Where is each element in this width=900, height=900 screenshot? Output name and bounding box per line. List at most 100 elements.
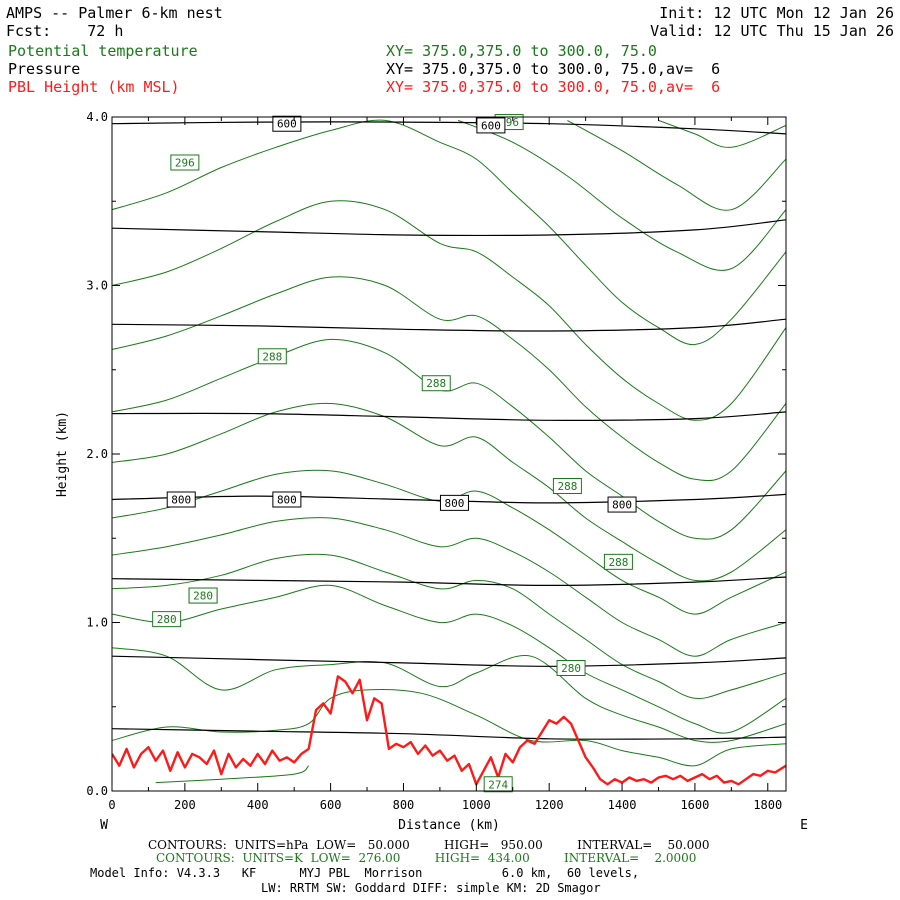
theta-label-box: [483, 776, 513, 793]
valid-value: 12 UTC Thu 15 Jan 26: [713, 22, 894, 40]
field-pressure-xy: XY= 375.0,375.0 to 300.0, 75.0,av= 6: [386, 60, 721, 78]
x-tick-label: 0: [108, 798, 115, 812]
pressure-label-5: 800: [607, 496, 637, 513]
theta-label-2: 288: [257, 348, 287, 365]
pressure-label-box: [166, 491, 196, 508]
theta-label-5: 288: [603, 553, 633, 570]
theta-label-text: 280: [157, 613, 177, 626]
forecast-hour: Fcst: 72 h: [6, 22, 123, 40]
y-axis-title: Height (km): [55, 411, 70, 497]
theta-label-box: [257, 348, 287, 365]
theta-contour-284: [112, 517, 786, 657]
theta-label-8: 280: [152, 611, 182, 628]
field-pressure-name: Pressure: [8, 60, 81, 78]
theta-label-box: [603, 553, 633, 570]
y-tick-label: 4.0: [86, 110, 108, 124]
theta-label-4: 288: [552, 478, 582, 495]
theta-label-3: 288: [421, 375, 451, 392]
theta-label-text: 288: [262, 350, 282, 363]
valid-time: Valid: 12 UTC Thu 15 Jan 26: [650, 22, 894, 40]
pbl-height-line: [112, 675, 786, 786]
east-label: E: [800, 818, 808, 833]
theta-label-text: 288: [608, 556, 628, 569]
field-theta-xy: XY= 375.0,375.0 to 300.0, 75.0: [386, 42, 657, 60]
pressure-label-text: 800: [171, 493, 191, 506]
footer-model-info: Model Info: V4.3.3 KF MYJ PBL Morrison 6…: [90, 866, 640, 880]
theta-contour-292: [112, 276, 786, 482]
west-label: W: [100, 818, 108, 833]
theta-label-text: 280: [561, 662, 581, 675]
x-axis-title: Distance (km): [398, 818, 500, 833]
theta-label-box: [556, 659, 586, 676]
x-tick-label: 1200: [535, 798, 564, 812]
pressure-label-text: 600: [481, 119, 501, 132]
theta-label-text: 288: [426, 377, 446, 390]
x-tick-label: 1000: [462, 798, 491, 812]
plot-title: AMPS -- Palmer 6-km nest: [6, 4, 223, 22]
pressure-label-box: [272, 491, 302, 508]
theta-contour-294: [112, 200, 786, 421]
theta-contour-278: [112, 647, 786, 743]
pressure-label-1: 600: [476, 117, 506, 134]
theta-contour-274: [155, 765, 310, 784]
footer-theta-contours: CONTOURS: UNITS=K LOW= 276.00 HIGH= 434.…: [156, 851, 697, 865]
theta-label-box: [152, 611, 182, 628]
init-value: 12 UTC Mon 12 Jan 26: [713, 4, 894, 22]
pbl-height-series: [112, 675, 786, 786]
theta-label-9: 280: [556, 659, 586, 676]
axes: 0 200 400 600 800 1000 1200 1400 1600 1800 0.0 1.0 2…: [86, 110, 786, 812]
field-theta-name: Potential temperature: [8, 42, 198, 60]
pressure-label-box: [607, 496, 637, 513]
x-tick-label: 1600: [680, 798, 709, 812]
y-tick-label: 3.0: [86, 279, 108, 293]
pressure-label-text: 800: [612, 499, 632, 512]
init-time: Init: 12 UTC Mon 12 Jan 26: [659, 4, 894, 22]
x-tick-label: 1400: [608, 798, 637, 812]
theta-label-box: [552, 478, 582, 495]
pressure-label-4: 800: [439, 494, 469, 511]
y-tick-label: 1.0: [86, 616, 108, 630]
valid-label: Valid:: [650, 22, 705, 40]
theta-contour-288: [112, 402, 786, 582]
theta-label-7: 280: [188, 587, 218, 604]
forecast-value: 72 h: [87, 22, 124, 40]
x-tick-label: 600: [320, 798, 342, 812]
x-tick-label: 1800: [753, 798, 782, 812]
pressure-contour-700: [112, 318, 786, 332]
theta-contour-302: [658, 119, 786, 148]
theta-contour-280: [112, 584, 786, 734]
pressure-label-text: 800: [445, 497, 465, 510]
theta-contour-300: [567, 119, 786, 211]
pressure-contour-900: [112, 655, 786, 667]
pressure-label-box: [476, 117, 506, 134]
pressure-contour-850: [112, 576, 786, 587]
y-tick-label: 0.0: [86, 784, 108, 798]
footer-model-physics: LW: RRTM SW: Goddard DIFF: simple KM: 2D…: [261, 881, 601, 895]
theta-label-0: 296: [170, 154, 200, 171]
y-tick-label: 2.0: [86, 447, 108, 461]
theta-label-10: 274: [483, 776, 513, 793]
theta-contour-296: [112, 119, 786, 346]
pressure-label-text: 600: [277, 118, 297, 131]
x-tick-label: 800: [393, 798, 415, 812]
forecast-label: Fcst:: [6, 22, 52, 40]
theta-contour-282: [112, 553, 786, 700]
x-tick-label: 400: [247, 798, 269, 812]
field-pbl-name: PBL Height (km MSL): [8, 78, 180, 96]
field-pbl-xy: XY= 375.0,375.0 to 300.0, 75.0,av= 6: [386, 78, 721, 96]
theta-label-text: 288: [557, 480, 577, 493]
theta-label-text: 296: [175, 156, 195, 169]
theta-contour-290: [112, 338, 786, 540]
pressure-label-3: 800: [272, 491, 302, 508]
theta-contour-286: [112, 469, 786, 615]
pressure-label-2: 800: [166, 491, 196, 508]
init-label: Init:: [659, 4, 705, 22]
theta-label-box: [421, 375, 451, 392]
pressure-label-0: 600: [272, 115, 302, 132]
theta-contour-298: [457, 119, 786, 271]
theta-label-box: [188, 587, 218, 604]
plot-frame: [111, 116, 787, 792]
pressure-contours: [112, 121, 786, 740]
footer-pressure-contours: CONTOURS: UNITS=hPa LOW= 50.000 HIGH= 95…: [148, 838, 710, 852]
